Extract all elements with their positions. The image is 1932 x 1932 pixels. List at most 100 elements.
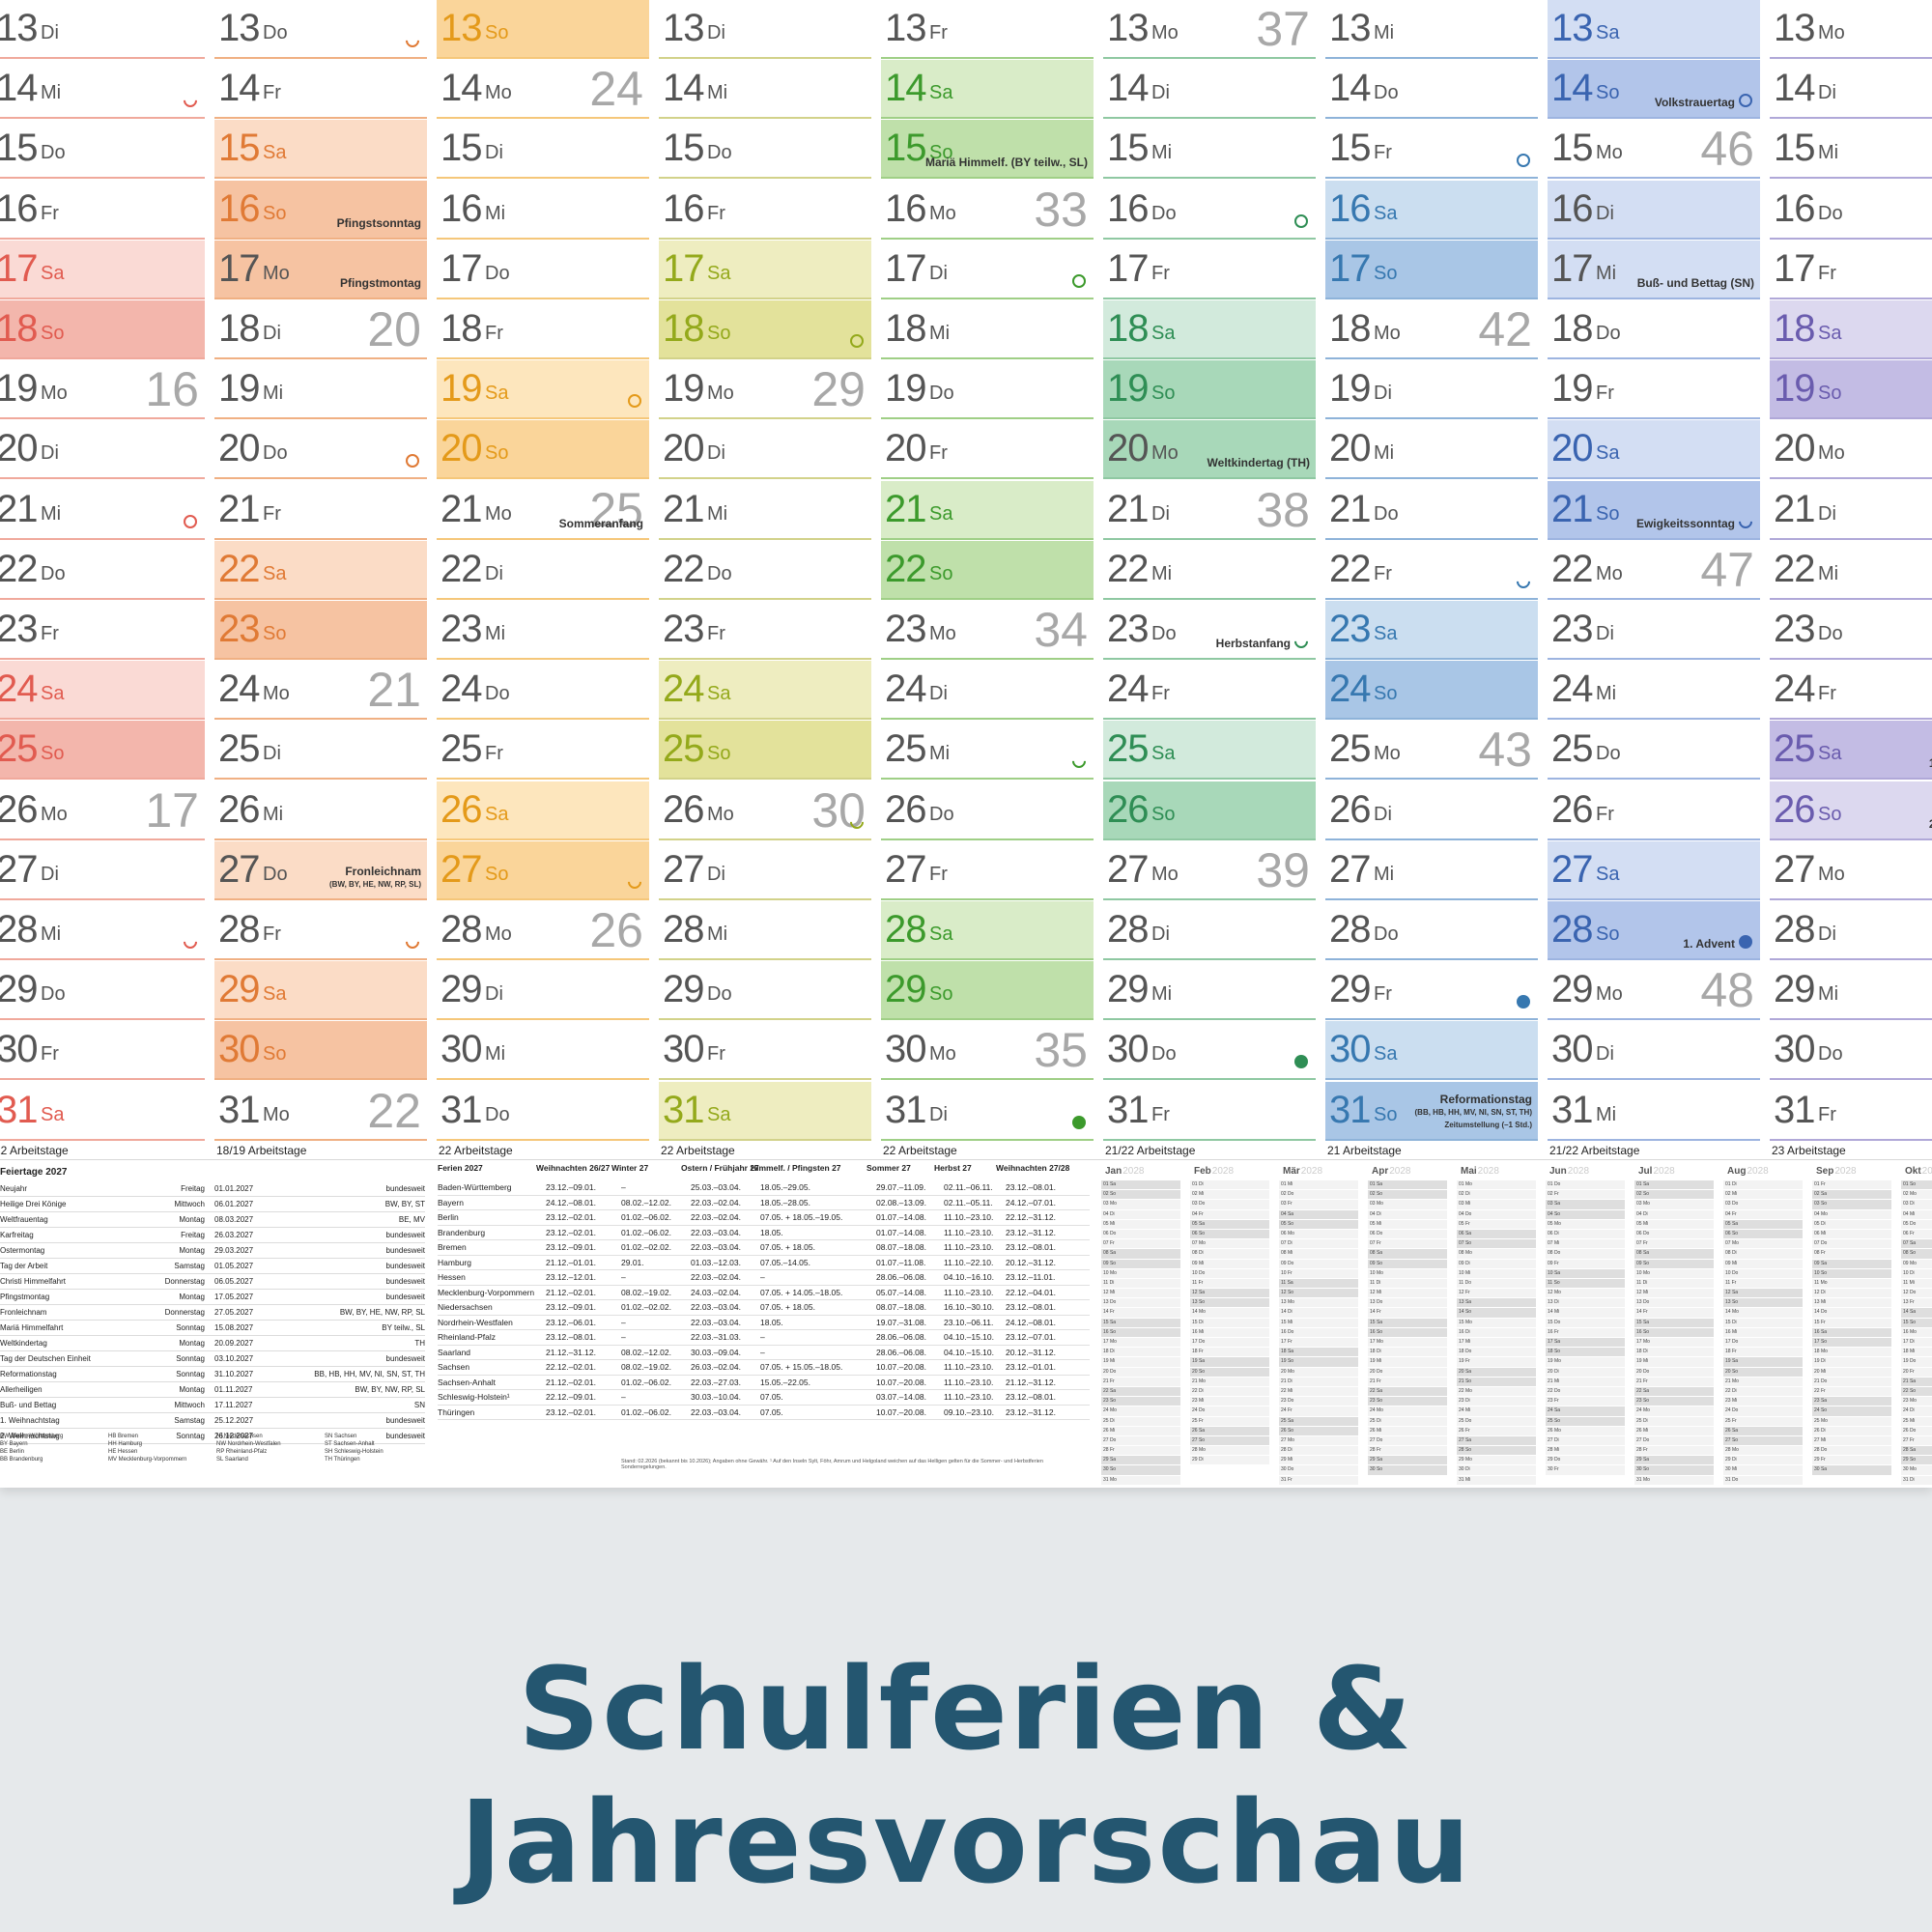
moon-phase-icon [1739,935,1752,949]
week-number: 22 [367,1083,421,1138]
preview-day: 23 Mo [1901,1397,1932,1407]
preview-day: 08 Mi [1279,1249,1358,1260]
month-column: 13 Mo 37 14 Di 15 Mi 16 Do 17 Fr 18 Sa 19 So 20 Mo Weltki… [1103,0,1316,1164]
preview-day: 01 Sa [1368,1180,1447,1191]
ferien-cell: 21.12.–02.01. [546,1287,596,1297]
weekday-label: Mi [263,803,284,825]
week-number: 16 [145,362,199,417]
day-number: 26 [1329,787,1371,831]
day-row: 31 Sa [0,1082,205,1141]
day-number: 22 [663,547,704,590]
preview-month: Apr2028 01 Sa 02 So 03 Mo 04 Di 05 Mi 06 Do 07 … [1368,1163,1447,1482]
preview-day: 30 Do [1279,1465,1358,1476]
preview-day: 16 So [1368,1327,1447,1338]
weekday-label: So [929,562,953,584]
day-number: 25 [663,727,704,771]
preview-day: 25 Mo [1812,1416,1891,1427]
preview-day: 06 Fr [1901,1229,1932,1240]
preview-day: 25 Di [1101,1416,1180,1427]
feiertag-cell: 1. Weihnachtstag [0,1416,60,1425]
weekday-label: Mo [41,803,68,825]
preview-day: 24 Mi [1457,1406,1536,1417]
day-number: 15 [218,127,260,170]
day-row: 14 Do [1325,60,1538,120]
feiertag-cell: Buß- und Bettag [0,1401,57,1409]
moon-phase-icon [1739,94,1752,108]
ferien-cell: 16.10.–30.10. [944,1302,994,1312]
preview-month-title: Mai2028 [1457,1163,1536,1180]
day-row: 13 Mi [1325,0,1538,59]
holiday-line: Fronleichnam [345,864,421,878]
holiday-line: 2. Weihn [1929,817,1932,831]
week-number: 46 [1700,122,1754,177]
weekday-label: Sa [929,82,953,104]
feiertag-cell: 15.08.2027 [214,1323,254,1332]
ferien-row: Hamburg 21.12.–01.01. 29.01. 01.03.–12.03. 0… [438,1256,1090,1270]
weekday-label: Di [1596,202,1614,224]
preview-day: 17 Fr [1279,1338,1358,1349]
day-number: 20 [440,427,482,470]
preview-day: 14 Di [1279,1308,1358,1319]
day-number: 18 [1329,307,1371,350]
day-row: 15 Do [659,120,871,180]
day-number: 29 [1107,968,1149,1011]
weekday-label: Di [1596,1043,1614,1065]
weekday-label: Mi [41,923,62,945]
preview-day: 19 Sa [1723,1357,1803,1368]
preview-day: 16 Mo [1901,1327,1932,1338]
day-row: 24 So [1325,661,1538,721]
feiertag-cell: 03.10.2027 [214,1354,254,1363]
day-number: 23 [218,608,260,650]
day-row: 29 Do [659,961,871,1021]
workdays-label: 21/22 Arbeitstage [1105,1143,1196,1157]
ferien-cell: 24.12.–08.01. [546,1197,596,1208]
day-row: 24 Do [437,661,649,721]
feiertag-cell: Donnerstag [164,1277,205,1286]
ferien-row: Rheinland-Pfalz 23.12.–08.01. – 22.03.–31.0… [438,1330,1090,1346]
week-number: 25 [589,482,643,537]
day-number: 23 [1551,608,1593,650]
day-number: 27 [663,847,704,891]
preview-day: 11 Sa [1279,1278,1358,1290]
day-number: 17 [1329,246,1371,290]
preview-day: 28 Do [1812,1446,1891,1457]
weekday-label: Mi [1374,863,1395,885]
day-number: 29 [1774,968,1815,1011]
weekday-label: Mo [1374,323,1401,344]
legend-entry: SH Schleswig-Holstein [325,1449,384,1455]
preview-month-name: Mai [1461,1166,1477,1177]
preview-day: 26 Fr [1457,1426,1536,1436]
weekday-label: Mo [1374,743,1401,765]
moon-phase-icon [1292,632,1311,651]
weekday-label: Mo [485,923,512,945]
weekday-label: So [1374,683,1398,705]
ferien-cell: 22.03.–02.04. [691,1212,741,1222]
day-row: 26 So [1103,781,1316,840]
day-number: 24 [1107,668,1149,711]
ferien-cell: 23.12.–08.01. [1006,1182,1056,1192]
legend-entry: BB Brandenburg [0,1457,43,1463]
preview-day: 25 Di [1634,1416,1714,1427]
preview-day: 10 Do [1723,1268,1803,1279]
preview-day: 02 So [1368,1190,1447,1201]
preview-year: 2028 [1834,1166,1857,1177]
day-number: 18 [663,307,704,350]
day-row: 27 Mo [1770,841,1932,900]
day-number: 30 [885,1028,926,1071]
ferien-rows: Baden-Württemberg 23.12.–09.01. – 25.03.–03… [438,1180,1090,1420]
preview-day: 16 Di [1457,1327,1536,1338]
weekday-label: Fr [1818,262,1836,284]
holiday-label: Weltkindertag (TH) [1208,457,1310,469]
preview-day: 19 So [1279,1357,1358,1368]
week-number: 35 [1034,1023,1088,1078]
preview-day: 13 Fr [1901,1298,1932,1309]
day-number: 26 [218,787,260,831]
preview-day: 13 Di [1546,1298,1625,1309]
preview-day: 12 Sa [1190,1289,1269,1299]
day-number: 29 [440,968,482,1011]
preview-day: 18 Mo [1812,1348,1891,1358]
weekday-label: Do [707,983,732,1006]
day-row: 28 Di [1770,901,1932,960]
preview-day: 15 Sa [1368,1318,1447,1328]
preview-day: 22 So [1901,1386,1932,1398]
